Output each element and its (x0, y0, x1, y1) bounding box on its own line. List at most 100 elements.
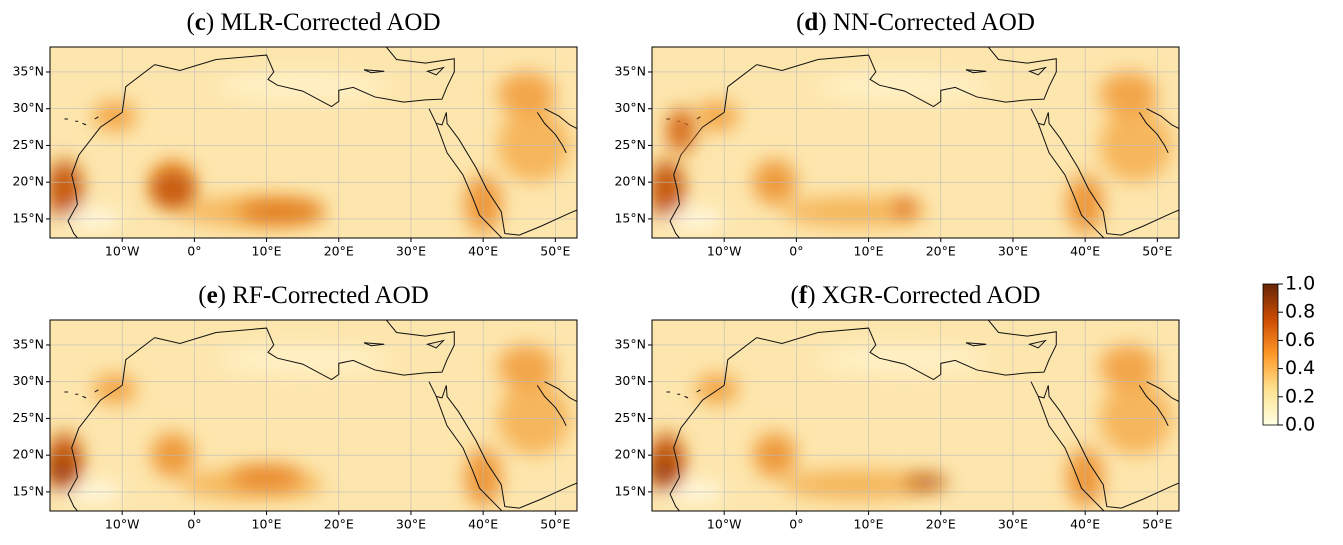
y-tick-label: 30°N (614, 100, 646, 115)
x-tick-label: 50°E (540, 517, 570, 532)
title-part: ( (796, 9, 804, 36)
colorbar-tick-label: 0.6 (1285, 329, 1315, 351)
y-tick-label: 15°N (12, 483, 44, 498)
x-tick-label: 10°W (105, 517, 140, 532)
panel-title: (f) XGR-Corrected AOD (791, 282, 1041, 309)
title-part: ) XGR-Corrected AOD (807, 282, 1040, 309)
title-part: d (804, 9, 818, 36)
map (14, 308, 592, 528)
y-tick-label: 25°N (12, 137, 44, 152)
x-tick-label: 20°E (926, 517, 956, 532)
x-tick-label: 30°E (396, 244, 426, 259)
colorbar-tick-label: 0.0 (1285, 414, 1315, 436)
y-tick-label: 20°N (614, 447, 646, 462)
title-part: f (799, 282, 808, 309)
title-part: ) MLR-Corrected AOD (206, 9, 441, 36)
x-tick-label: 40°E (1070, 244, 1100, 259)
title-part: e (207, 282, 218, 309)
x-tick-label: 20°E (324, 244, 354, 259)
colorbar-tick-label: 0.8 (1285, 301, 1315, 323)
map-base (14, 35, 592, 255)
y-tick-label: 25°N (614, 137, 646, 152)
dust-hotspot (666, 108, 696, 153)
title-part: ( (791, 282, 799, 309)
y-tick-label: 35°N (614, 336, 646, 351)
x-tick-label: 50°E (1142, 244, 1172, 259)
dust-hotspot (237, 200, 325, 223)
x-tick-label: 30°E (998, 244, 1028, 259)
dust-hotspot (654, 458, 672, 481)
y-tick-label: 30°N (12, 100, 44, 115)
x-tick-label: 0° (187, 517, 201, 532)
x-tick-label: 50°E (1142, 517, 1172, 532)
panel-title: (c) MLR-Corrected AOD (186, 9, 440, 36)
x-tick-label: 10°W (105, 244, 140, 259)
x-tick-label: 10°E (854, 517, 884, 532)
x-tick-label: 40°E (1070, 517, 1100, 532)
y-tick-label: 35°N (614, 63, 646, 78)
map-frame (651, 319, 1180, 512)
y-tick-label: 15°N (614, 210, 646, 225)
map-base (616, 308, 1194, 528)
map-frame (49, 46, 578, 239)
x-tick-label: 50°E (540, 244, 570, 259)
y-tick-label: 15°N (12, 210, 44, 225)
y-tick-label: 25°N (614, 410, 646, 425)
x-tick-label: 0° (789, 244, 803, 259)
y-tick-label: 35°N (12, 63, 44, 78)
x-tick-label: 10°E (252, 517, 282, 532)
y-tick-label: 20°N (12, 447, 44, 462)
colorbar-tick-label: 1.0 (1285, 273, 1315, 295)
map-frame (651, 46, 1180, 239)
x-tick-label: 10°W (707, 517, 742, 532)
dust-hotspot (230, 466, 303, 489)
map-base (616, 35, 1194, 255)
map-frame (49, 319, 578, 512)
dust-hotspots (654, 458, 948, 490)
x-tick-label: 40°E (468, 517, 498, 532)
panel-title: (e) RF-Corrected AOD (198, 282, 429, 309)
x-tick-label: 30°E (998, 517, 1028, 532)
y-tick-label: 30°N (614, 373, 646, 388)
x-tick-label: 20°E (324, 517, 354, 532)
map (616, 308, 1194, 528)
dust-hotspot (904, 475, 948, 490)
x-tick-label: 10°E (854, 244, 884, 259)
x-tick-label: 0° (789, 517, 803, 532)
map-panel: (c) MLR-Corrected AOD 10°W 0° 10°E 20°E 30°E 4… (12, 9, 592, 259)
map-panel: (d) NN-Corrected AOD 10°W 0° 10°E 20°E 30°E 40… (614, 9, 1194, 259)
panel-title: (d) NN-Corrected AOD (796, 9, 1035, 36)
colorbar-tick-label: 0.2 (1285, 385, 1315, 407)
map-panel: (e) RF-Corrected AOD 10°W 0° 10°E 20°E 30°E 40… (12, 282, 592, 532)
colorbar (1262, 283, 1279, 426)
title-part: ) NN-Corrected AOD (818, 9, 1035, 36)
x-tick-label: 30°E (396, 517, 426, 532)
dust-hotspots (666, 108, 916, 217)
map (14, 35, 592, 255)
dust-hotspot (151, 171, 195, 208)
y-tick-label: 15°N (614, 483, 646, 498)
y-tick-label: 35°N (12, 336, 44, 351)
dust-hotspot (893, 199, 916, 217)
dust-hotspots (52, 458, 303, 489)
dust-hotspot (52, 458, 70, 481)
title-part: ) RF-Corrected AOD (218, 282, 429, 309)
title-part: ( (198, 282, 206, 309)
title-part: c (195, 9, 206, 36)
x-tick-label: 10°E (252, 244, 282, 259)
dust-hotspots (151, 171, 325, 223)
y-tick-label: 20°N (12, 174, 44, 189)
x-tick-label: 20°E (926, 244, 956, 259)
map (616, 35, 1194, 255)
y-tick-label: 30°N (12, 373, 44, 388)
map-panel: (f) XGR-Corrected AOD 10°W 0° 10°E 20°E 30°E 4… (614, 282, 1194, 532)
y-tick-label: 20°N (614, 174, 646, 189)
colorbar-tick-label: 0.4 (1285, 357, 1315, 379)
x-tick-label: 10°W (707, 244, 742, 259)
title-part: ( (186, 9, 194, 36)
map-base (14, 308, 592, 528)
x-tick-label: 0° (187, 244, 201, 259)
x-tick-label: 40°E (468, 244, 498, 259)
